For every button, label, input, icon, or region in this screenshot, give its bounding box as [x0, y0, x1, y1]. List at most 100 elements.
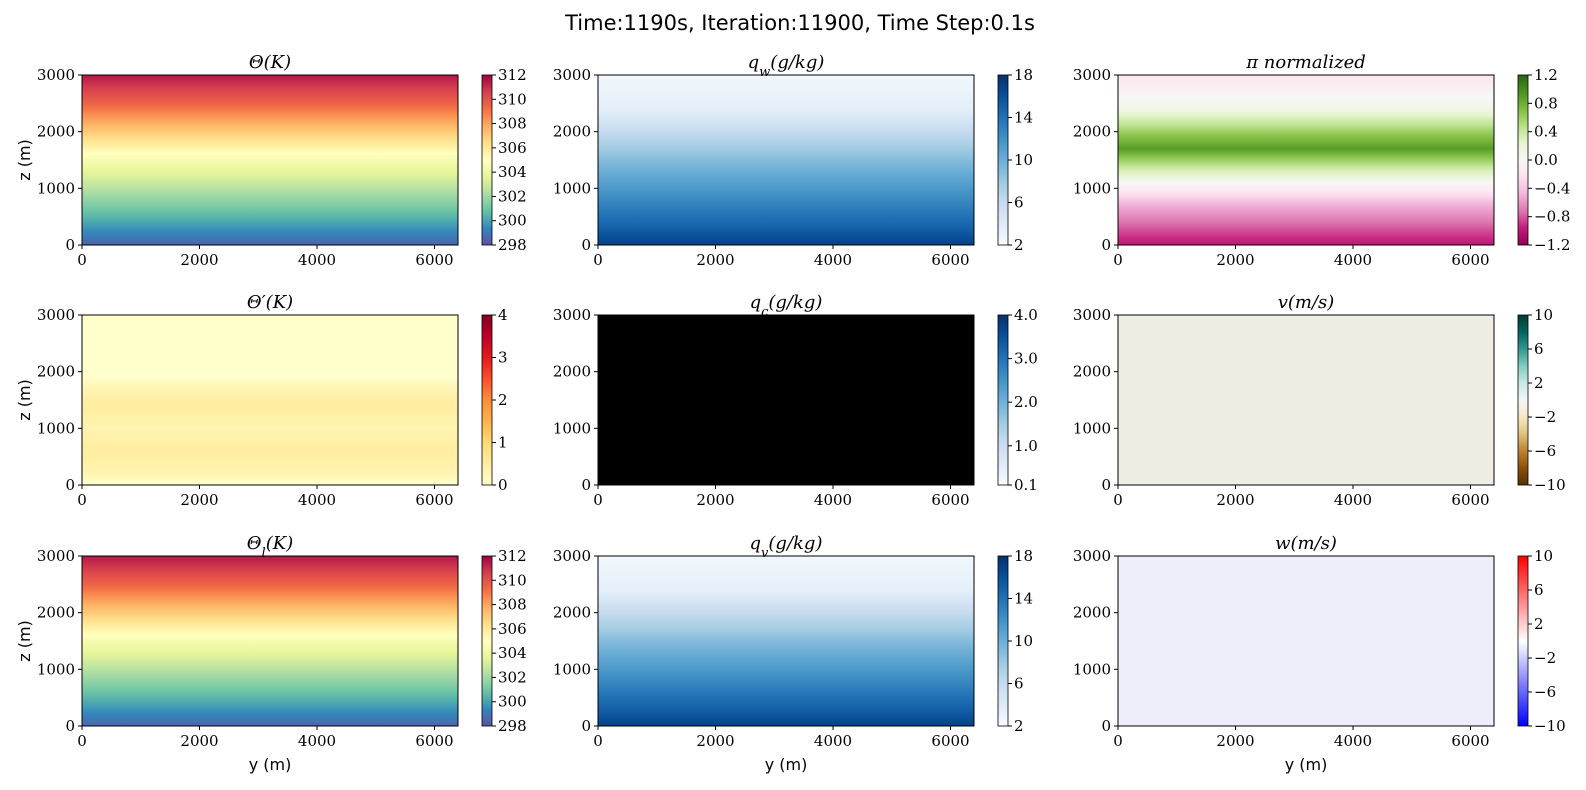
- v-axes-frame: [1117, 314, 1495, 486]
- v-colorbar-tick-label: −10: [1534, 476, 1566, 494]
- qv-xlabel: y (m): [765, 755, 808, 774]
- theta-colorbar: [481, 74, 493, 246]
- theta-xtick-label: 0: [77, 251, 87, 269]
- thetal-colorbar: [481, 555, 493, 727]
- theta-axes-frame: [81, 74, 459, 246]
- thetap-colorbar-tick-label: 1: [498, 434, 508, 452]
- pi-colorbar-tick-label: 1.2: [1534, 66, 1558, 84]
- qw-title: qw(g/kg): [748, 52, 825, 80]
- theta-colorbar-tick-label: 306: [498, 139, 527, 157]
- thetap-colorbar-tick-label: 0: [498, 476, 508, 494]
- w-ytick-label: 0: [1101, 717, 1111, 735]
- thetal-title: Θl(K): [247, 533, 293, 561]
- panel-qc: qc(g/kg) 0 2000 4000 6000 0 1000 2000 3000 0.1 1.0…: [553, 292, 1038, 509]
- qv-xtick-label: 6000: [931, 732, 969, 750]
- qv-field: [598, 556, 974, 726]
- v-xtick-label: 4000: [1334, 491, 1372, 509]
- qw-xtick-label: 2000: [696, 251, 734, 269]
- qw-colorbar-tick-label: 18: [1014, 66, 1033, 84]
- pi-ytick-label: 3000: [1073, 66, 1111, 84]
- theta-ytick-label: 0: [65, 236, 75, 254]
- pi-colorbar-tick-label: −1.2: [1534, 236, 1570, 254]
- qc-ytick-label: 1000: [553, 419, 591, 437]
- thetal-ytick-label: 3000: [37, 547, 75, 565]
- qc-ytick-label: 0: [581, 476, 591, 494]
- thetal-colorbar-tick-label: 298: [498, 717, 527, 735]
- qc-ytick-label: 2000: [553, 363, 591, 381]
- pi-colorbar-tick-label: 0.4: [1534, 123, 1558, 141]
- thetap-xtick-label: 4000: [298, 491, 336, 509]
- qw-colorbar-tick-label: 14: [1014, 109, 1033, 127]
- theta-xtick-label: 6000: [415, 251, 453, 269]
- qc-xtick-label: 4000: [814, 491, 852, 509]
- qc-field: [598, 315, 974, 485]
- theta-xtick-label: 4000: [298, 251, 336, 269]
- qv-title: qv(g/kg): [750, 533, 823, 561]
- thetal-colorbar-tick-label: 308: [498, 596, 527, 614]
- theta-colorbar-tick-label: 308: [498, 115, 527, 133]
- qc-title: qc(g/kg): [750, 292, 823, 320]
- v-ytick-label: 1000: [1073, 419, 1111, 437]
- qc-xtick-label: 6000: [931, 491, 969, 509]
- thetal-ytick-label: 1000: [37, 660, 75, 678]
- thetap-axes-frame: [81, 314, 459, 486]
- pi-colorbar-tick-label: 0.8: [1534, 94, 1558, 112]
- pi-xtick-label: 4000: [1334, 251, 1372, 269]
- theta-ytick-label: 1000: [37, 179, 75, 197]
- w-xtick-label: 0: [1113, 732, 1123, 750]
- w-axes-frame: [1117, 555, 1495, 727]
- w-title: w(m/s): [1275, 533, 1337, 554]
- w-colorbar-tick-label: −2: [1534, 649, 1556, 667]
- qc-colorbar-tick-label: 4.0: [1014, 306, 1038, 324]
- thetap-ytick-label: 1000: [37, 419, 75, 437]
- thetal-field: [82, 556, 458, 726]
- thetal-colorbar-tick-label: 310: [498, 571, 527, 589]
- thetal-ytick-label: 0: [65, 717, 75, 735]
- theta-colorbar-tick-label: 300: [498, 212, 527, 230]
- qv-ytick-label: 1000: [553, 660, 591, 678]
- w-colorbar-tick-label: 6: [1534, 581, 1544, 599]
- w-ytick-label: 1000: [1073, 660, 1111, 678]
- thetap-colorbar: [481, 314, 493, 486]
- qw-axes-frame: [597, 74, 975, 246]
- thetal-ylabel: z (m): [15, 620, 34, 662]
- panel-thetap: Θ′(K) 0 2000 4000 6000 0 1000 2000 3000 z (m) 0 1 2 3…: [15, 292, 508, 509]
- thetap-colorbar-tick-label: 4: [498, 306, 508, 324]
- thetap-xtick-label: 6000: [415, 491, 453, 509]
- qv-xtick-label: 2000: [696, 732, 734, 750]
- thetal-xtick-label: 4000: [298, 732, 336, 750]
- pi-colorbar-tick-label: −0.8: [1534, 208, 1570, 226]
- qc-colorbar-tick-label: 1.0: [1014, 437, 1038, 455]
- qw-colorbar-tick-label: 6: [1014, 194, 1024, 212]
- qv-colorbar-tick-label: 18: [1014, 547, 1033, 565]
- qw-xtick-label: 0: [593, 251, 603, 269]
- thetap-xtick-label: 0: [77, 491, 87, 509]
- thetap-ytick-label: 3000: [37, 306, 75, 324]
- panel-theta: Θ(K) 0 2000 4000 6000 0 1000 2000 3000 z (m) 298 30…: [15, 52, 527, 269]
- qc-xtick-label: 2000: [696, 491, 734, 509]
- thetal-colorbar-tick-label: 300: [498, 693, 527, 711]
- w-colorbar-tick-label: 2: [1534, 615, 1544, 633]
- v-xtick-label: 2000: [1216, 491, 1254, 509]
- pi-xtick-label: 0: [1113, 251, 1123, 269]
- theta-ytick-label: 3000: [37, 66, 75, 84]
- thetal-xtick-label: 2000: [180, 732, 218, 750]
- pi-colorbar: [1517, 74, 1529, 246]
- w-xtick-label: 4000: [1334, 732, 1372, 750]
- v-ytick-label: 3000: [1073, 306, 1111, 324]
- panel-v: v(m/s) 0 2000 4000 6000 0 1000 2000 3000 −10 −6 −2 2…: [1073, 292, 1566, 509]
- w-xtick-label: 6000: [1451, 732, 1489, 750]
- thetap-ytick-label: 2000: [37, 363, 75, 381]
- qv-xtick-label: 0: [593, 732, 603, 750]
- v-colorbar: [1517, 314, 1529, 486]
- w-colorbar-tick-label: 10: [1534, 547, 1553, 565]
- v-colorbar-tick-label: 10: [1534, 306, 1553, 324]
- qc-colorbar-tick-label: 2.0: [1014, 393, 1038, 411]
- thetap-ytick-label: 0: [65, 476, 75, 494]
- v-ytick-label: 0: [1101, 476, 1111, 494]
- pi-axes-frame: [1117, 74, 1495, 246]
- qw-ytick-label: 3000: [553, 66, 591, 84]
- w-colorbar-tick-label: −10: [1534, 717, 1566, 735]
- w-ytick-label: 3000: [1073, 547, 1111, 565]
- pi-colorbar-tick-label: −0.4: [1534, 179, 1570, 197]
